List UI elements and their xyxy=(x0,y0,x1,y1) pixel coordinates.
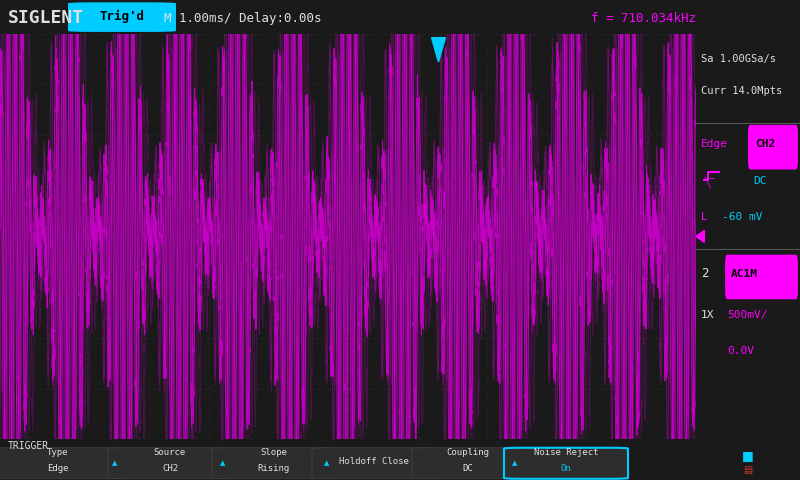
Text: SIGLENT: SIGLENT xyxy=(8,10,84,27)
Polygon shape xyxy=(696,230,704,242)
Polygon shape xyxy=(431,37,446,62)
FancyBboxPatch shape xyxy=(68,2,176,32)
FancyBboxPatch shape xyxy=(504,448,628,479)
Text: Coupling: Coupling xyxy=(446,448,490,457)
FancyBboxPatch shape xyxy=(412,448,524,479)
Text: AC1M: AC1M xyxy=(730,269,758,279)
Text: Noise Reject: Noise Reject xyxy=(534,448,598,457)
Text: DC: DC xyxy=(754,176,766,186)
FancyBboxPatch shape xyxy=(748,125,798,169)
Text: 2: 2 xyxy=(701,267,709,280)
Text: -60 mV: -60 mV xyxy=(722,212,762,222)
Text: Rising: Rising xyxy=(258,464,290,473)
FancyBboxPatch shape xyxy=(108,448,232,479)
Text: Slope: Slope xyxy=(261,448,287,457)
Text: Curr 14.0Mpts: Curr 14.0Mpts xyxy=(701,86,782,96)
Text: 1X: 1X xyxy=(701,310,714,320)
FancyBboxPatch shape xyxy=(312,448,436,479)
FancyBboxPatch shape xyxy=(0,448,124,479)
Text: ▤: ▤ xyxy=(743,465,753,475)
Text: ╲‾: ╲‾ xyxy=(704,177,715,188)
Text: ▲: ▲ xyxy=(112,460,118,466)
FancyBboxPatch shape xyxy=(212,448,336,479)
Text: Edge: Edge xyxy=(47,464,69,473)
Text: Edge: Edge xyxy=(701,139,728,149)
Text: ▲: ▲ xyxy=(512,460,518,466)
FancyBboxPatch shape xyxy=(725,255,798,299)
Text: CH2: CH2 xyxy=(755,139,775,149)
Text: Type: Type xyxy=(47,448,69,457)
Text: 0.0V: 0.0V xyxy=(727,346,754,356)
Text: ▲: ▲ xyxy=(324,460,330,466)
Text: CH2: CH2 xyxy=(162,464,178,473)
Text: Trig'd: Trig'd xyxy=(99,10,145,24)
Text: ▲: ▲ xyxy=(220,460,226,466)
Text: DC: DC xyxy=(462,464,474,473)
Text: f = 710.034kHz: f = 710.034kHz xyxy=(591,12,696,25)
Text: Source: Source xyxy=(154,448,186,457)
Text: 500mV/: 500mV/ xyxy=(727,310,768,320)
Text: Sa 1.00GSa/s: Sa 1.00GSa/s xyxy=(701,54,776,64)
Text: On: On xyxy=(561,464,571,473)
Text: TRIGGER: TRIGGER xyxy=(8,441,49,451)
Text: Holdoff Close: Holdoff Close xyxy=(339,457,409,466)
Text: ■: ■ xyxy=(742,449,754,462)
Text: L: L xyxy=(701,212,708,222)
Text: M 1.00ms/ Delay:0.00s: M 1.00ms/ Delay:0.00s xyxy=(164,12,322,25)
